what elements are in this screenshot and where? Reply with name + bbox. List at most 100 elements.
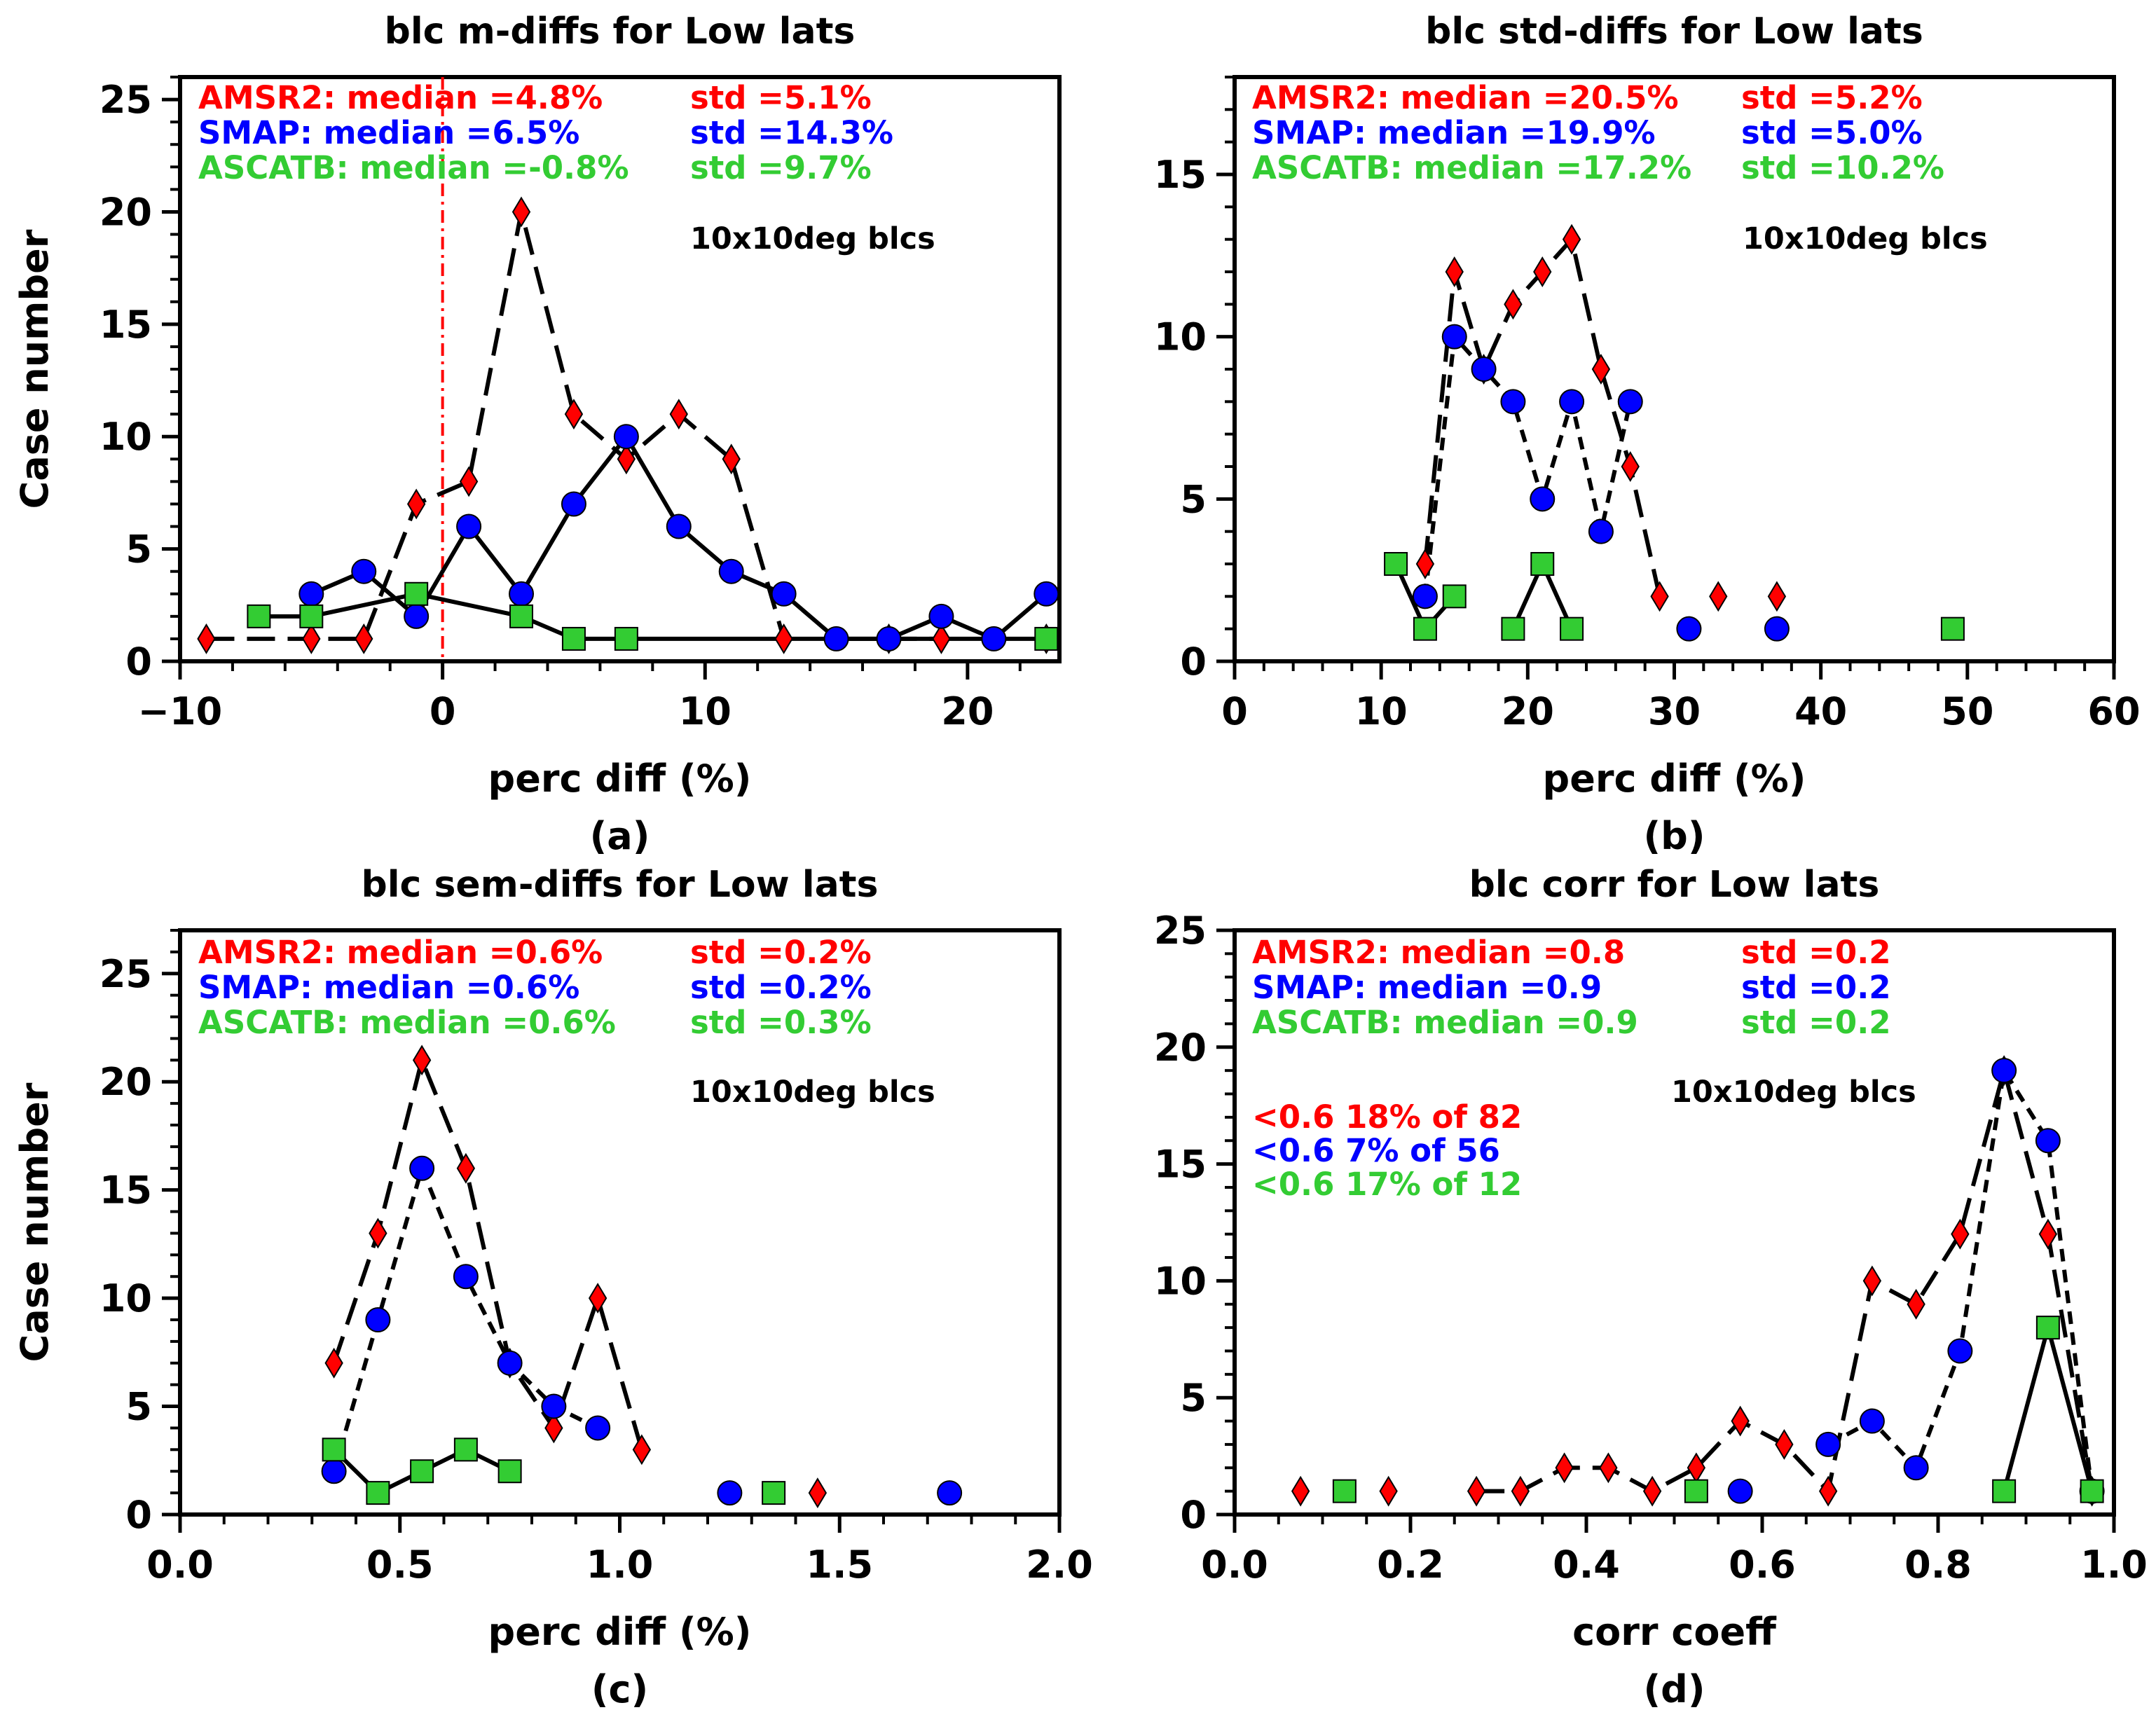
ascatb-point — [1992, 1479, 2017, 1503]
panel-b: blc std-diffs for Low lats 0 10 20 30 40 50 60 0… — [1154, 11, 2141, 858]
x-tick-label: 0 — [430, 689, 456, 733]
amsr2-point — [1511, 1475, 1530, 1507]
smap-point — [1471, 357, 1497, 382]
ascatb-point — [322, 1437, 346, 1462]
amsr2-point — [1445, 256, 1464, 287]
panel-c: blc sem-diffs for Low lats 0.0 0.5 1.0 1.5 2.… — [13, 864, 1093, 1711]
ascatb-point — [1684, 1479, 1708, 1503]
stats-std-text: std =0.3% — [690, 1004, 872, 1041]
chart-title: blc m-diffs for Low lats — [385, 11, 856, 53]
y-tick-label: 25 — [99, 78, 152, 122]
x-tick-label: 1.5 — [806, 1543, 873, 1587]
amsr2-point — [1591, 354, 1611, 385]
ascatb-point — [1442, 584, 1467, 609]
stats-std-text: std =0.2 — [1741, 969, 1891, 1006]
y-tick-label: 0 — [1180, 1493, 1207, 1537]
smap-point — [823, 626, 849, 651]
amsr2-point — [412, 1044, 432, 1076]
amsr2-point — [324, 1347, 343, 1379]
x-tick-label: 30 — [1648, 689, 1701, 733]
amsr2-point — [1767, 581, 1787, 612]
x-tick-label: 0.2 — [1377, 1543, 1444, 1587]
smap-point — [585, 1415, 611, 1441]
x-tick-label: 20 — [941, 689, 994, 733]
stats-median-text: AMSR2: median =20.5% — [1252, 79, 1679, 116]
smap-point — [718, 558, 744, 584]
stats-median-text: SMAP: median =19.9% — [1252, 114, 1656, 151]
y-tick-label: 5 — [1180, 1376, 1207, 1420]
stats-median-text: ASCATB: median =0.9 — [1252, 1004, 1638, 1041]
smap-point — [1412, 584, 1438, 609]
x-tick-label: 0.4 — [1553, 1543, 1620, 1587]
smap-point — [666, 513, 692, 539]
ascatb-point — [762, 1481, 786, 1505]
stats-median-text: ASCATB: median =-0.8% — [198, 149, 629, 186]
smap-point — [321, 1458, 347, 1484]
ascatb-point — [1530, 552, 1555, 576]
amsr2-point — [1650, 581, 1669, 612]
chart-title: blc std-diffs for Low lats — [1425, 11, 1923, 53]
x-tick-label: 0.8 — [1904, 1543, 1972, 1587]
smap-point — [1764, 616, 1790, 642]
smap-point — [541, 1393, 567, 1419]
y-tick-label: 25 — [99, 952, 152, 996]
amsr2-point — [774, 623, 793, 654]
panel-label: (d) — [1643, 1667, 1705, 1711]
amsr2-point — [564, 399, 584, 430]
x-tick-label: −10 — [138, 689, 222, 733]
smap-point — [613, 424, 639, 450]
x-tick-label: 1.0 — [586, 1543, 654, 1587]
y-tick-label: 10 — [99, 1276, 152, 1320]
panel-label: (c) — [591, 1667, 648, 1711]
ascatb-point — [1501, 616, 1525, 641]
amsr2-point — [588, 1283, 607, 1314]
smap-point — [404, 603, 430, 629]
smap-point — [409, 1155, 435, 1181]
y-tick-label: 5 — [125, 527, 152, 572]
amsr2-point — [1555, 1452, 1574, 1484]
panel-label: (b) — [1643, 814, 1705, 858]
smap-point — [717, 1480, 743, 1506]
panel-label: (a) — [590, 814, 650, 858]
smap-point — [456, 513, 482, 539]
amsr2-point — [1621, 451, 1640, 482]
amsr2-point — [1291, 1475, 1310, 1507]
y-tick-label: 5 — [125, 1385, 152, 1429]
smap-point — [1500, 389, 1526, 415]
smap-point — [1588, 518, 1614, 544]
stats-median-text: ASCATB: median =0.6% — [198, 1004, 616, 1041]
box-size-label: 10x10deg blcs — [1671, 1075, 1916, 1110]
y-tick-label: 20 — [99, 190, 152, 234]
amsr2-point — [544, 1412, 563, 1444]
smap-point — [1947, 1338, 1973, 1364]
smap-point — [298, 581, 324, 607]
amsr2-point — [722, 443, 741, 475]
ascatb-point — [453, 1437, 478, 1462]
stats-median-text: SMAP: median =6.5% — [198, 114, 579, 151]
y-tick-label: 0 — [125, 1493, 152, 1537]
series-line-smap — [1422, 334, 1633, 597]
ascatb-point — [509, 604, 534, 628]
stats-std-text: std =14.3% — [690, 114, 893, 151]
amsr2-point — [369, 1218, 387, 1249]
smap-point — [1815, 1431, 1841, 1457]
amsr2-point — [406, 488, 426, 520]
smap-point — [1441, 324, 1467, 350]
ascatb-point — [614, 626, 638, 651]
ascatb-point — [1384, 552, 1408, 576]
x-tick-label: 0.0 — [146, 1543, 214, 1587]
amsr2-point — [1533, 256, 1552, 287]
x-tick-label: 0.0 — [1201, 1543, 1268, 1587]
x-tick-label: 20 — [1502, 689, 1554, 733]
y-tick-label: 15 — [99, 1168, 152, 1213]
stats-std-text: std =0.2 — [1741, 934, 1891, 971]
amsr2-point — [511, 196, 531, 228]
stats-std-text: std =0.2% — [690, 934, 872, 971]
smap-point — [1991, 1058, 2017, 1084]
smap-point — [981, 626, 1007, 651]
amsr2-point — [197, 623, 216, 654]
stats-std-text: std =9.7% — [690, 149, 872, 186]
ascatb-point — [1034, 626, 1059, 651]
y-axis-label: Case number — [13, 1082, 57, 1362]
stats-median-text: SMAP: median =0.9 — [1252, 969, 1602, 1006]
